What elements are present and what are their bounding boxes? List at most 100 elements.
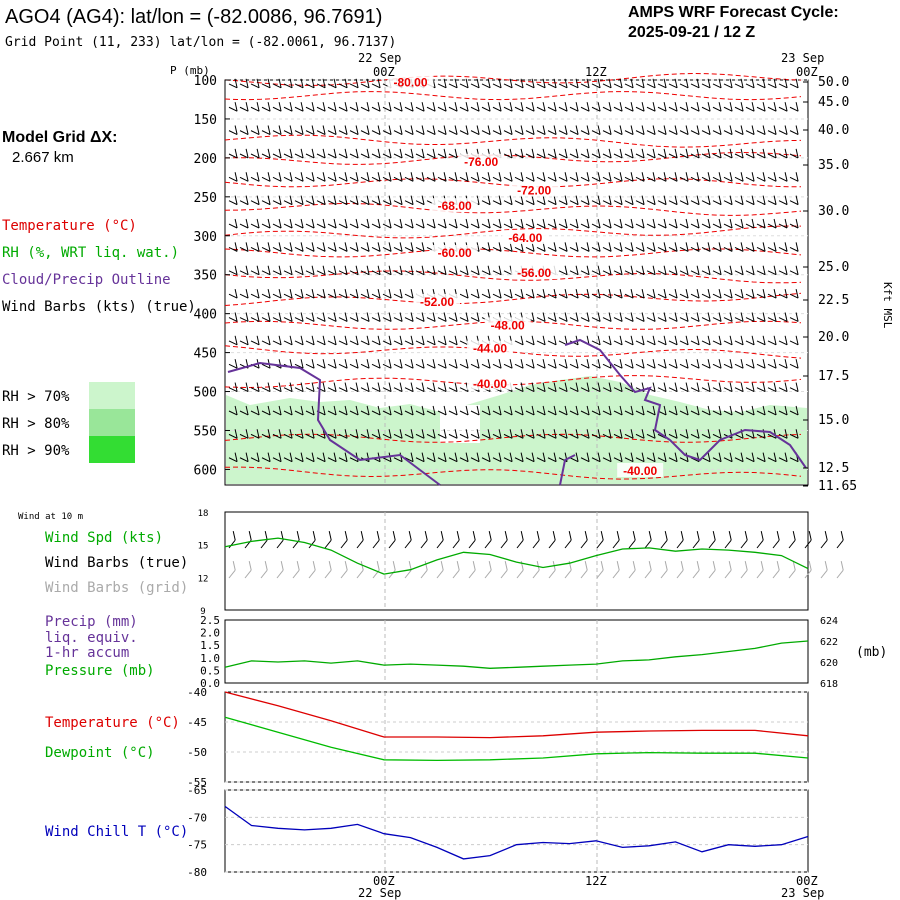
upper-barb-feather xyxy=(553,335,557,345)
upper-barb xyxy=(503,176,513,182)
upper-barb-feather xyxy=(377,125,381,135)
upper-barb-feather xyxy=(718,265,722,275)
precip-accum-label: 1-hr accum xyxy=(45,645,129,661)
upper-barb xyxy=(734,340,744,346)
upper-barb xyxy=(360,317,370,322)
upper-barb-feather xyxy=(762,312,766,322)
upper-barb xyxy=(283,457,293,463)
upper-barb xyxy=(646,247,656,252)
true-wind-barb xyxy=(324,539,332,549)
upper-barb-feather xyxy=(795,78,799,88)
grid-wind-barb-feather xyxy=(712,561,716,571)
upper-barb-feather xyxy=(586,429,590,439)
upper-barb-feather xyxy=(740,148,744,159)
upper-barb-feather xyxy=(740,172,744,182)
upper-barb-feather xyxy=(377,382,381,392)
upper-barb-feather xyxy=(432,335,436,345)
upper-barb xyxy=(646,317,656,322)
upper-barb xyxy=(459,83,469,89)
upper-barb-feather xyxy=(267,242,271,252)
height-tick-label: 45.0 xyxy=(818,95,849,110)
upper-barb xyxy=(580,176,590,182)
upper-barb xyxy=(426,363,436,369)
grid-wind-barb xyxy=(244,569,252,579)
upper-barb-feather xyxy=(333,102,337,112)
upper-barb xyxy=(294,223,304,229)
upper-barb xyxy=(591,387,601,393)
upper-barb-feather xyxy=(740,242,744,252)
grid-wind-barb xyxy=(836,569,844,579)
upper-barb-feather xyxy=(289,335,293,345)
upper-barb-feather xyxy=(366,335,370,345)
upper-barb xyxy=(668,223,678,229)
pressure-y-tick-label: 624 xyxy=(820,616,838,627)
upper-barb-feather xyxy=(366,405,370,416)
true-wind-barb-feather xyxy=(648,531,652,541)
upper-barb xyxy=(635,130,645,135)
upper-barb-feather xyxy=(586,242,590,252)
upper-barb-feather xyxy=(322,265,326,275)
upper-barb xyxy=(668,340,678,346)
upper-barb-feather xyxy=(575,359,579,369)
true-wind-barb-feather xyxy=(696,531,700,541)
upper-barb-feather xyxy=(575,429,579,439)
upper-barb xyxy=(646,410,656,416)
upper-barb xyxy=(679,106,689,112)
upper-barb xyxy=(294,247,304,252)
upper-barb-feather xyxy=(674,125,678,135)
upper-barb xyxy=(734,83,744,89)
upper-barb xyxy=(360,293,370,299)
height-tick-label: 20.0 xyxy=(818,330,849,345)
upper-barb xyxy=(558,83,568,89)
upper-barb-feather xyxy=(718,242,722,252)
upper-barb-feather xyxy=(597,312,601,322)
upper-barb-feather xyxy=(729,242,733,252)
contour-label-bg xyxy=(617,462,664,477)
true-wind-barb-feather xyxy=(664,531,668,541)
upper-barb xyxy=(756,176,766,182)
upper-barb-feather xyxy=(278,102,282,112)
upper-barb-feather xyxy=(575,265,579,275)
upper-barb xyxy=(415,387,425,393)
upper-barb-feather xyxy=(630,195,634,205)
true-wind-barb-feather xyxy=(376,531,380,541)
upper-barb xyxy=(470,223,480,229)
upper-barb xyxy=(668,410,678,416)
upper-barb xyxy=(657,340,667,346)
upper-barb xyxy=(470,433,480,439)
upper-barb xyxy=(426,317,436,322)
upper-barb-feather xyxy=(630,288,634,299)
upper-barb xyxy=(338,200,348,206)
upper-barb-feather xyxy=(289,125,293,135)
upper-barb xyxy=(426,176,436,182)
upper-barb-feather xyxy=(718,359,722,369)
upper-barb-feather xyxy=(641,335,645,345)
upper-barb-feather xyxy=(300,429,304,439)
upper-barb-feather xyxy=(740,102,744,112)
upper-barb xyxy=(525,363,535,369)
upper-barb-feather xyxy=(674,452,678,462)
upper-barb-feather xyxy=(421,382,425,392)
upper-barb-feather xyxy=(663,195,667,205)
true-wind-barb xyxy=(756,539,764,549)
precip-label: Precip (mm) xyxy=(45,614,138,630)
upper-barb-feather xyxy=(729,452,733,462)
upper-barb xyxy=(437,317,447,322)
upper-barb xyxy=(448,457,458,463)
upper-barb-feather xyxy=(553,172,557,182)
upper-barb-feather xyxy=(542,405,546,416)
rh70-region xyxy=(226,376,807,484)
upper-barb-feather xyxy=(707,218,711,229)
upper-barb-feather xyxy=(366,312,370,322)
grid-wind-barb-feather xyxy=(600,561,604,571)
upper-barb xyxy=(569,293,579,299)
upper-barb xyxy=(349,410,359,416)
upper-barb xyxy=(415,200,425,206)
upper-barb-feather xyxy=(443,359,447,369)
upper-barb xyxy=(756,83,766,89)
upper-barb xyxy=(756,410,766,416)
upper-barb-feather xyxy=(355,218,359,229)
upper-barb xyxy=(459,410,469,416)
upper-barb-feather xyxy=(300,148,304,159)
pressure-y-tick-label: 622 xyxy=(820,637,838,648)
